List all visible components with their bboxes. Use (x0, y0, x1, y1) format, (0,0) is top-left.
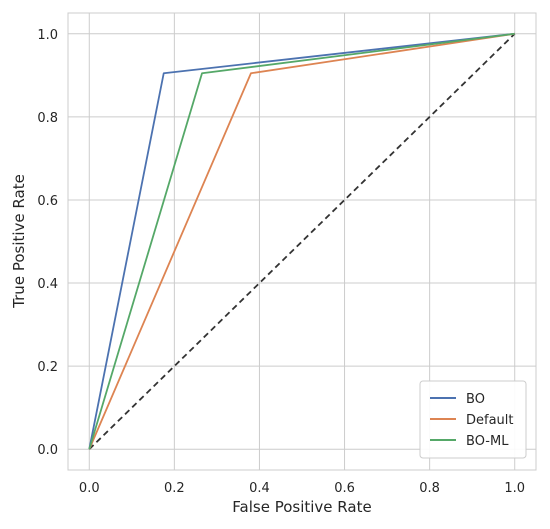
y-tick-label: 0.0 (37, 443, 58, 458)
x-tick-label: 0.2 (164, 481, 185, 496)
y-tick-labels: 0.0 0.2 0.4 0.6 0.8 1.0 (37, 28, 58, 458)
series-line-bo-ml (88, 32, 515, 450)
series-line-bo (88, 32, 515, 450)
y-tick-label: 0.2 (37, 360, 58, 375)
legend-label: BO (466, 392, 485, 407)
legend-label: Default (466, 413, 514, 428)
x-tick-label: 0.8 (419, 481, 440, 496)
x-tick-label: 0.0 (79, 481, 100, 496)
y-tick-label: 1.0 (37, 28, 58, 43)
legend: BO Default BO-ML (419, 380, 527, 459)
legend-label: BO-ML (466, 434, 509, 449)
x-axis-label: False Positive Rate (232, 498, 371, 516)
series-line-default (88, 32, 515, 450)
x-tick-label: 1.0 (504, 481, 525, 496)
y-axis-label: True Positive Rate (10, 174, 28, 309)
x-tick-labels: 0.0 0.2 0.4 0.6 0.8 1.0 (79, 481, 525, 496)
series-lines (88, 32, 516, 450)
y-tick-label: 0.6 (37, 194, 58, 209)
x-tick-label: 0.4 (249, 481, 270, 496)
chance-diagonal-line (88, 33, 516, 450)
y-tick-label: 0.8 (37, 111, 58, 126)
x-tick-label: 0.6 (334, 481, 355, 496)
y-tick-label: 0.4 (37, 277, 58, 292)
legend-box (419, 380, 527, 459)
